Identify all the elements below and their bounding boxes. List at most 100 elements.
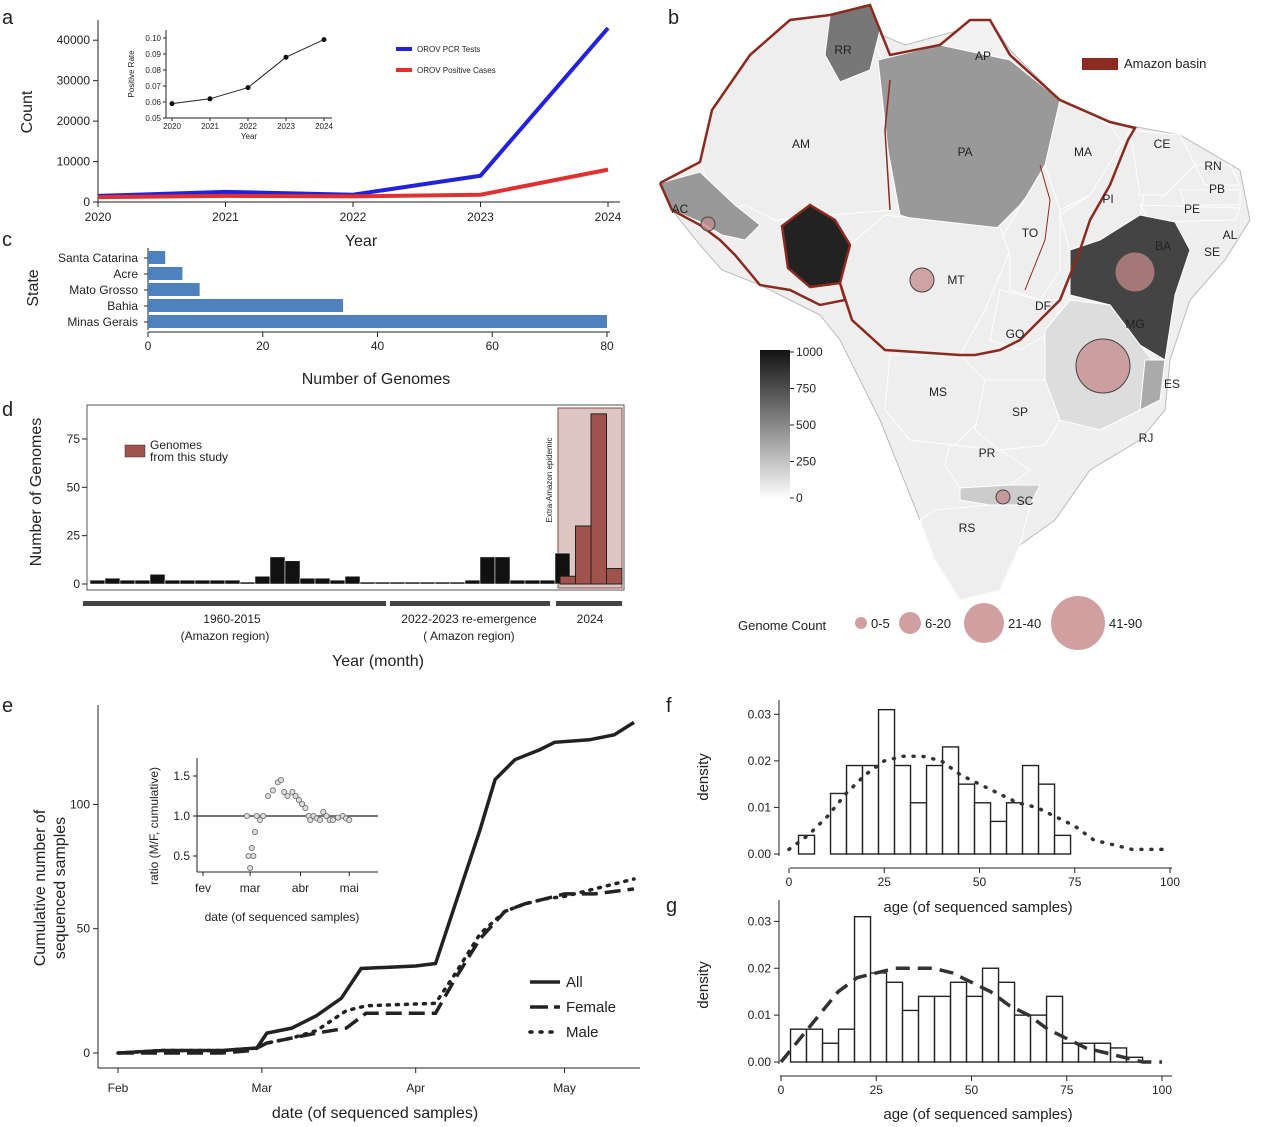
g-hist-bar: [885, 981, 904, 1063]
map-bubble-legend-label: 21-40: [1008, 616, 1041, 631]
d-bar: [434, 581, 451, 585]
map-bubble-legend-circle: [899, 612, 921, 634]
e-legend-label: Female: [566, 999, 616, 1016]
d-frame: [86, 404, 625, 591]
g-hist-bar: [917, 995, 936, 1063]
map-state-rn: [1194, 164, 1241, 186]
f-hist-bar: [909, 802, 928, 855]
a-y-tick-label: 0: [83, 195, 90, 209]
g-hist-bar: [901, 1009, 920, 1063]
map-bubble-mt: [909, 267, 935, 293]
f-y-tick-label: 0.01: [748, 800, 772, 814]
d-highlight-bar: [606, 568, 623, 585]
a-x-label: Year: [345, 233, 378, 250]
map-amazon-basin-boundary: [658, 3, 1137, 357]
e-inset-point: [320, 809, 327, 816]
d-group-label-1a: 1960-2015: [203, 612, 261, 626]
map-state-sp: [974, 379, 1061, 451]
map-state-es: [1139, 359, 1166, 411]
c-category-label: Santa Catarina: [58, 251, 138, 265]
e-inset-x-tick-label: mai: [340, 881, 359, 895]
panel-g-histogram: density age (of sequenced samples) 0 25 50…: [695, 900, 1172, 1123]
map-state-label-ms: MS: [929, 385, 947, 399]
a-inset-x-tick-label: 2023: [277, 122, 295, 131]
g-hist-bar: [853, 915, 872, 1063]
e-x-tick-label: Mar: [252, 1081, 273, 1095]
c-x-tick-label: 20: [256, 339, 270, 353]
d-bar: [299, 577, 316, 585]
e-x-tick-label: Apr: [406, 1081, 425, 1095]
map-state-label-pi: PI: [1102, 192, 1113, 206]
g-hist-bar: [821, 1042, 840, 1063]
d-y-tick-label: 50: [67, 480, 81, 494]
f-density-curve: [787, 754, 1172, 852]
e-inset-point: [302, 805, 309, 812]
d-legend-line-1: Genomes: [150, 438, 202, 452]
c-category-label: Minas Gerais: [67, 315, 138, 329]
map-colorbar-tick-label: 500: [796, 418, 816, 432]
d-x-label: Year (month): [332, 653, 424, 670]
a-series-line-0: [97, 26, 610, 198]
e-inset-point: [281, 789, 288, 796]
map-state-label-ba: BA: [1155, 239, 1171, 253]
d-bar: [104, 577, 121, 585]
f-x-label: age (of sequenced samples): [883, 899, 1072, 916]
d-bar: [209, 579, 226, 585]
e-y-tick-label: 50: [77, 922, 91, 936]
e-legend-label: All: [566, 974, 583, 991]
map-bubble-ba: [1114, 251, 1156, 293]
g-hist-bar: [997, 981, 1016, 1063]
map-state-label-rs: RS: [959, 521, 976, 535]
map-bubble-legend-label: 6-20: [925, 616, 951, 631]
d-bar: [329, 579, 346, 585]
f-hist-bar: [1037, 783, 1056, 855]
c-bar: [148, 251, 166, 264]
map-state-label-pr: PR: [979, 446, 996, 460]
e-inset-point: [334, 814, 341, 821]
f-x-tick-label: 50: [973, 875, 987, 889]
g-hist-bar: [965, 995, 984, 1063]
e-inset-point: [256, 817, 263, 824]
map-state-pa: [877, 44, 1061, 236]
map-state-label-mg: MG: [1125, 317, 1144, 331]
map-state-label-to: TO: [1022, 226, 1038, 240]
e-inset-point: [289, 789, 296, 796]
d-group-bar-1: [83, 601, 386, 606]
map-state-label-ce: CE: [1154, 137, 1171, 151]
d-bar: [164, 579, 181, 585]
d-y-tick-label: 0: [73, 577, 80, 591]
a-inset-point: [207, 96, 213, 102]
d-bar: [269, 556, 286, 585]
c-category-label: Bahia: [107, 299, 138, 313]
g-x-tick-label: 0: [778, 1083, 785, 1097]
map-state-label-se: SE: [1204, 245, 1220, 259]
map-state-label-rr: RR: [834, 43, 852, 57]
a-inset-y-tick-label: 0.10: [145, 34, 161, 43]
d-group-bar-3: [556, 601, 622, 606]
d-bar: [239, 581, 256, 585]
e-series-line-1: [118, 887, 635, 1055]
e-inset-point: [307, 817, 314, 824]
e-x-tick-label: May: [553, 1081, 576, 1095]
g-hist-bar: [1013, 1014, 1032, 1063]
d-bar: [419, 581, 436, 585]
a-inset-x-tick-label: 2024: [315, 122, 333, 131]
map-state-label-sc: SC: [1017, 494, 1034, 508]
g-y-tick-label: 0.03: [748, 914, 772, 928]
a-inset-point: [283, 54, 289, 60]
e-series-line-2: [116, 877, 636, 1055]
c-category-label: Acre: [113, 267, 138, 281]
e-inset-point: [248, 845, 255, 852]
panel-label-e: e: [2, 695, 13, 717]
a-y-tick-label: 40000: [57, 33, 91, 47]
e-inset-point: [247, 865, 254, 872]
e-inset-point: [277, 777, 284, 784]
panel-label-c: c: [2, 229, 12, 251]
d-bar: [374, 581, 391, 585]
a-inset-x-tick-label: 2022: [239, 122, 257, 131]
d-y-tick-label: 75: [67, 432, 81, 446]
map-bubble-mg: [1075, 338, 1131, 394]
map-state-pb: [1179, 189, 1241, 206]
